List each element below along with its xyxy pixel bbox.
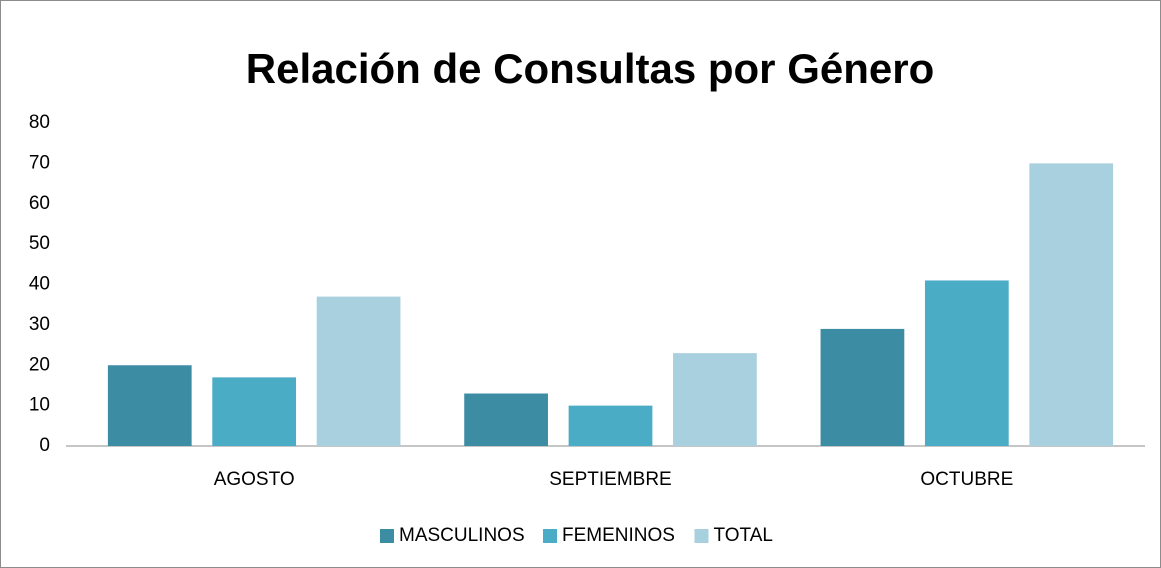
y-tick-label: 40 [29, 274, 50, 295]
bar [820, 328, 905, 446]
legend-label: TOTAL [714, 525, 773, 546]
bar [673, 353, 757, 446]
bar [568, 405, 653, 446]
legend-label: MASCULINOS [399, 525, 525, 546]
legend-swatch [543, 529, 557, 543]
y-tick-label: 80 [29, 112, 50, 133]
y-tick-label: 70 [29, 152, 50, 173]
y-tick-label: 60 [29, 193, 50, 214]
legend-swatch [380, 529, 394, 543]
bar [316, 296, 401, 446]
bar [924, 280, 1009, 446]
bar [464, 393, 548, 446]
y-tick-label: 30 [29, 314, 50, 335]
y-tick-label: 50 [29, 233, 50, 254]
chart-title: Relación de Consultas por Género [246, 45, 934, 92]
bar [107, 365, 192, 446]
y-tick-label: 20 [29, 354, 50, 375]
y-tick-label: 0 [39, 435, 50, 456]
x-tick-label: AGOSTO [214, 469, 295, 490]
bar [1029, 163, 1114, 446]
legend-swatch [694, 529, 709, 543]
y-tick-label: 10 [29, 395, 50, 416]
x-tick-label: SEPTIEMBRE [549, 469, 671, 490]
bar [212, 377, 297, 446]
x-tick-label: OCTUBRE [920, 469, 1013, 490]
legend-label: FEMENINOS [562, 525, 675, 546]
